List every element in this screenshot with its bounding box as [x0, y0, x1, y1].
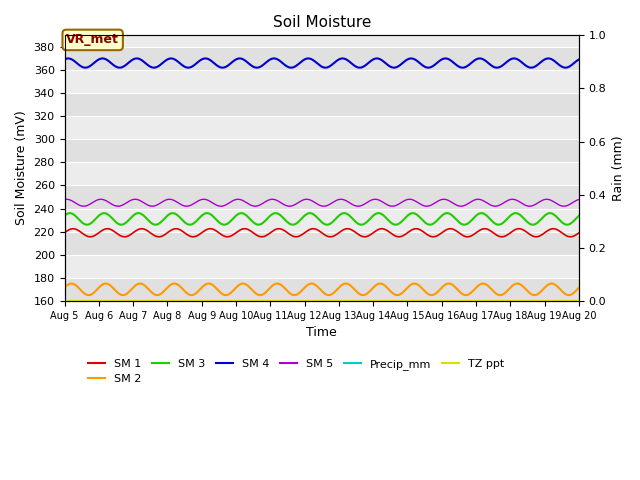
- Y-axis label: Rain (mm): Rain (mm): [612, 135, 625, 201]
- Bar: [65, 93, 579, 116]
- Bar: [65, 70, 579, 93]
- Bar: [65, 278, 579, 301]
- Bar: [65, 185, 579, 208]
- Bar: [65, 208, 579, 232]
- Text: VR_met: VR_met: [67, 34, 119, 47]
- Bar: [65, 116, 579, 139]
- Bar: [65, 162, 579, 185]
- Y-axis label: Soil Moisture (mV): Soil Moisture (mV): [15, 111, 28, 226]
- Bar: [65, 139, 579, 162]
- Bar: [65, 36, 579, 47]
- X-axis label: Time: Time: [307, 326, 337, 339]
- Bar: [65, 255, 579, 278]
- Bar: [65, 47, 579, 70]
- Legend: SM 1, SM 2, SM 3, SM 4, SM 5, Precip_mm, TZ ppt: SM 1, SM 2, SM 3, SM 4, SM 5, Precip_mm,…: [84, 354, 508, 389]
- Bar: [65, 232, 579, 255]
- Title: Soil Moisture: Soil Moisture: [273, 15, 371, 30]
